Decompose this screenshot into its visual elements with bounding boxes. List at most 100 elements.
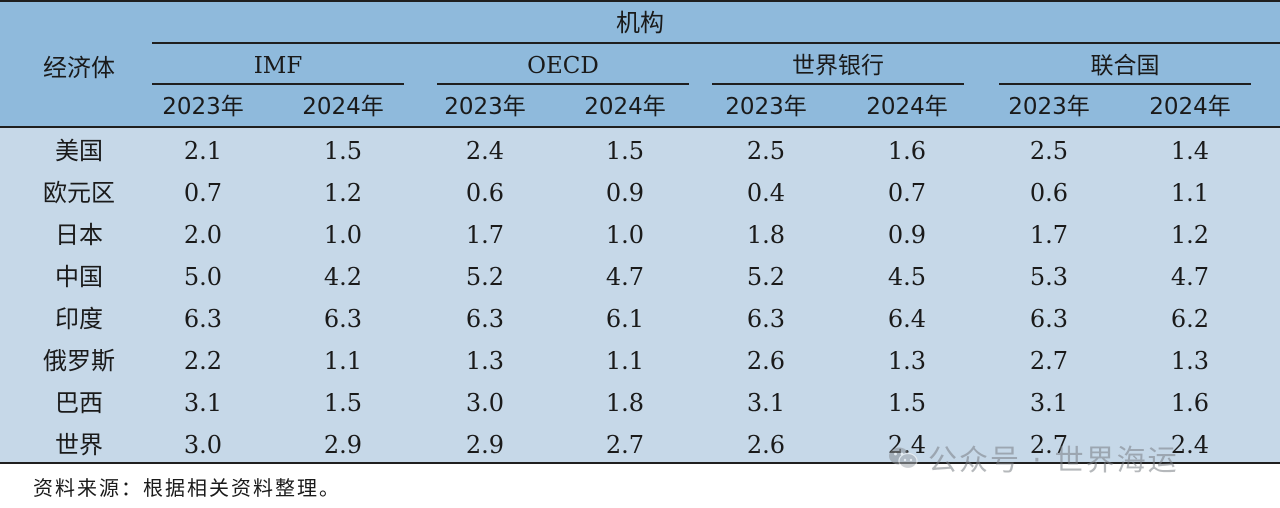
value-cell: 2.9 (323, 431, 363, 459)
value-cell: 1.0 (605, 221, 645, 249)
value-cell: 0.9 (887, 221, 927, 249)
economy-name: 巴西 (55, 389, 103, 417)
imf-underline (152, 83, 404, 85)
economy-name: 欧元区 (43, 179, 115, 207)
value-cell: 5.0 (183, 263, 223, 291)
value-cell: 6.3 (465, 305, 505, 333)
year-label: 2024年 (1149, 94, 1231, 120)
year-label: 2023年 (162, 94, 244, 120)
value-cell: 1.5 (605, 137, 645, 165)
value-cell: 2.5 (746, 137, 786, 165)
value-cell: 2.7 (605, 431, 645, 459)
economy-name: 俄罗斯 (43, 347, 115, 375)
value-cell: 2.0 (183, 221, 223, 249)
economy-name: 世界 (55, 431, 103, 459)
value-cell: 5.3 (1029, 263, 1069, 291)
un-underline (999, 83, 1251, 85)
year-label: 2024年 (302, 94, 384, 120)
economy-name: 中国 (55, 263, 103, 291)
value-cell: 6.4 (887, 305, 927, 333)
value-cell: 2.4 (465, 137, 505, 165)
economy-name: 美国 (55, 137, 103, 165)
value-cell: 1.2 (1170, 221, 1210, 249)
value-cell: 0.6 (465, 179, 505, 207)
economy-name: 印度 (55, 305, 103, 333)
value-cell: 1.3 (1170, 347, 1210, 375)
table-body-band (0, 127, 1280, 463)
value-cell: 6.3 (323, 305, 363, 333)
value-cell: 0.7 (887, 179, 927, 207)
institution-label: 联合国 (1090, 53, 1160, 79)
institution-header: 机构 (616, 9, 664, 37)
value-cell: 1.0 (323, 221, 363, 249)
value-cell: 2.5 (1029, 137, 1069, 165)
value-cell: 2.7 (1029, 431, 1069, 459)
header-bottom-rule (0, 126, 1280, 128)
year-label: 2024年 (866, 94, 948, 120)
value-cell: 0.9 (605, 179, 645, 207)
year-label: 2023年 (444, 94, 526, 120)
value-cell: 6.3 (183, 305, 223, 333)
value-cell: 1.5 (887, 389, 927, 417)
oecd-underline (437, 83, 689, 85)
value-cell: 1.5 (323, 389, 363, 417)
value-cell: 1.3 (887, 347, 927, 375)
value-cell: 1.7 (465, 221, 505, 249)
value-cell: 1.1 (323, 347, 363, 375)
value-cell: 6.3 (1029, 305, 1069, 333)
value-cell: 1.1 (605, 347, 645, 375)
table-top-rule (0, 0, 1280, 2)
forecast-table: 机构 经济体 IMF OECD 世界银行 联合国 2023年 2024年 2023年 202… (0, 0, 1280, 464)
value-cell: 4.5 (887, 263, 927, 291)
value-cell: 5.2 (746, 263, 786, 291)
year-label: 2023年 (1008, 94, 1090, 120)
value-cell: 1.5 (323, 137, 363, 165)
value-cell: 6.3 (746, 305, 786, 333)
institution-span-rule (152, 42, 1280, 44)
value-cell: 3.0 (183, 431, 223, 459)
value-cell: 4.7 (605, 263, 645, 291)
value-cell: 2.9 (465, 431, 505, 459)
value-cell: 2.7 (1029, 347, 1069, 375)
economy-name: 日本 (55, 221, 103, 249)
value-cell: 2.2 (183, 347, 223, 375)
value-cell: 2.4 (1170, 431, 1210, 459)
value-cell: 1.4 (1170, 137, 1210, 165)
value-cell: 6.2 (1170, 305, 1210, 333)
value-cell: 1.8 (605, 389, 645, 417)
institution-label: OECD (527, 53, 599, 79)
watermark-text: 公众号 · 世界海运 (928, 443, 1179, 477)
value-cell: 0.6 (1029, 179, 1069, 207)
value-cell: 3.1 (746, 389, 786, 417)
value-cell: 1.2 (323, 179, 363, 207)
value-cell: 4.7 (1170, 263, 1210, 291)
institution-label: IMF (253, 53, 303, 79)
value-cell: 2.6 (746, 431, 786, 459)
value-cell: 2.1 (183, 137, 223, 165)
institution-label: 世界银行 (792, 53, 884, 79)
value-cell: 1.1 (1170, 179, 1210, 207)
year-label: 2024年 (584, 94, 666, 120)
value-cell: 1.6 (887, 137, 927, 165)
value-cell: 2.6 (746, 347, 786, 375)
watermark: 公众号 · 世界海运 (888, 440, 1179, 477)
value-cell: 0.4 (746, 179, 786, 207)
value-cell: 0.7 (183, 179, 223, 207)
wechat-icon (889, 447, 918, 470)
value-cell: 6.1 (605, 305, 645, 333)
value-cell: 1.3 (465, 347, 505, 375)
value-cell: 3.1 (1029, 389, 1069, 417)
economy-header: 经济体 (43, 54, 115, 82)
source-note: 资料来源：根据相关资料整理。 (33, 476, 341, 500)
value-cell: 5.2 (465, 263, 505, 291)
table-header-band (0, 0, 1280, 127)
year-label: 2023年 (725, 94, 807, 120)
value-cell: 3.1 (183, 389, 223, 417)
value-cell: 1.6 (1170, 389, 1210, 417)
table-bottom-rule (0, 462, 1280, 464)
value-cell: 4.2 (323, 263, 363, 291)
value-cell: 3.0 (465, 389, 505, 417)
worldbank-underline (712, 83, 964, 85)
value-cell: 1.8 (746, 221, 786, 249)
value-cell: 1.7 (1029, 221, 1069, 249)
